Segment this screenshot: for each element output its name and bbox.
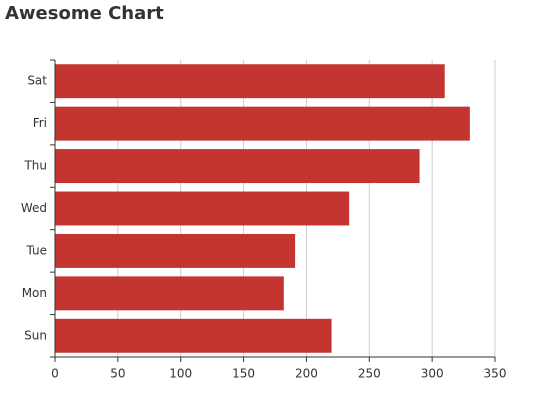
x-tick-label: 150 — [232, 367, 255, 381]
bar — [55, 276, 284, 311]
x-tick-label: 100 — [169, 367, 192, 381]
bar — [55, 233, 296, 268]
chart-title: Awesome Chart — [5, 3, 164, 24]
y-tick-label: Fri — [33, 116, 47, 130]
y-tick-label: Thu — [23, 159, 47, 173]
x-tick-label: 350 — [484, 367, 507, 381]
bar — [55, 191, 350, 226]
x-tick-label: 250 — [358, 367, 381, 381]
bar — [55, 106, 470, 141]
y-tick-label: Mon — [22, 286, 47, 300]
y-tick-label: Tue — [26, 243, 48, 257]
bar — [55, 64, 445, 99]
x-tick-label: 200 — [295, 367, 318, 381]
x-tick-label: 50 — [110, 367, 125, 381]
x-tick-label: 0 — [51, 367, 59, 381]
y-tick-label: Sun — [24, 328, 47, 342]
y-tick-label: Sat — [27, 74, 47, 88]
bar — [55, 318, 332, 353]
bar — [55, 149, 420, 184]
y-tick-label: Wed — [21, 201, 47, 215]
x-tick-label: 300 — [421, 367, 444, 381]
